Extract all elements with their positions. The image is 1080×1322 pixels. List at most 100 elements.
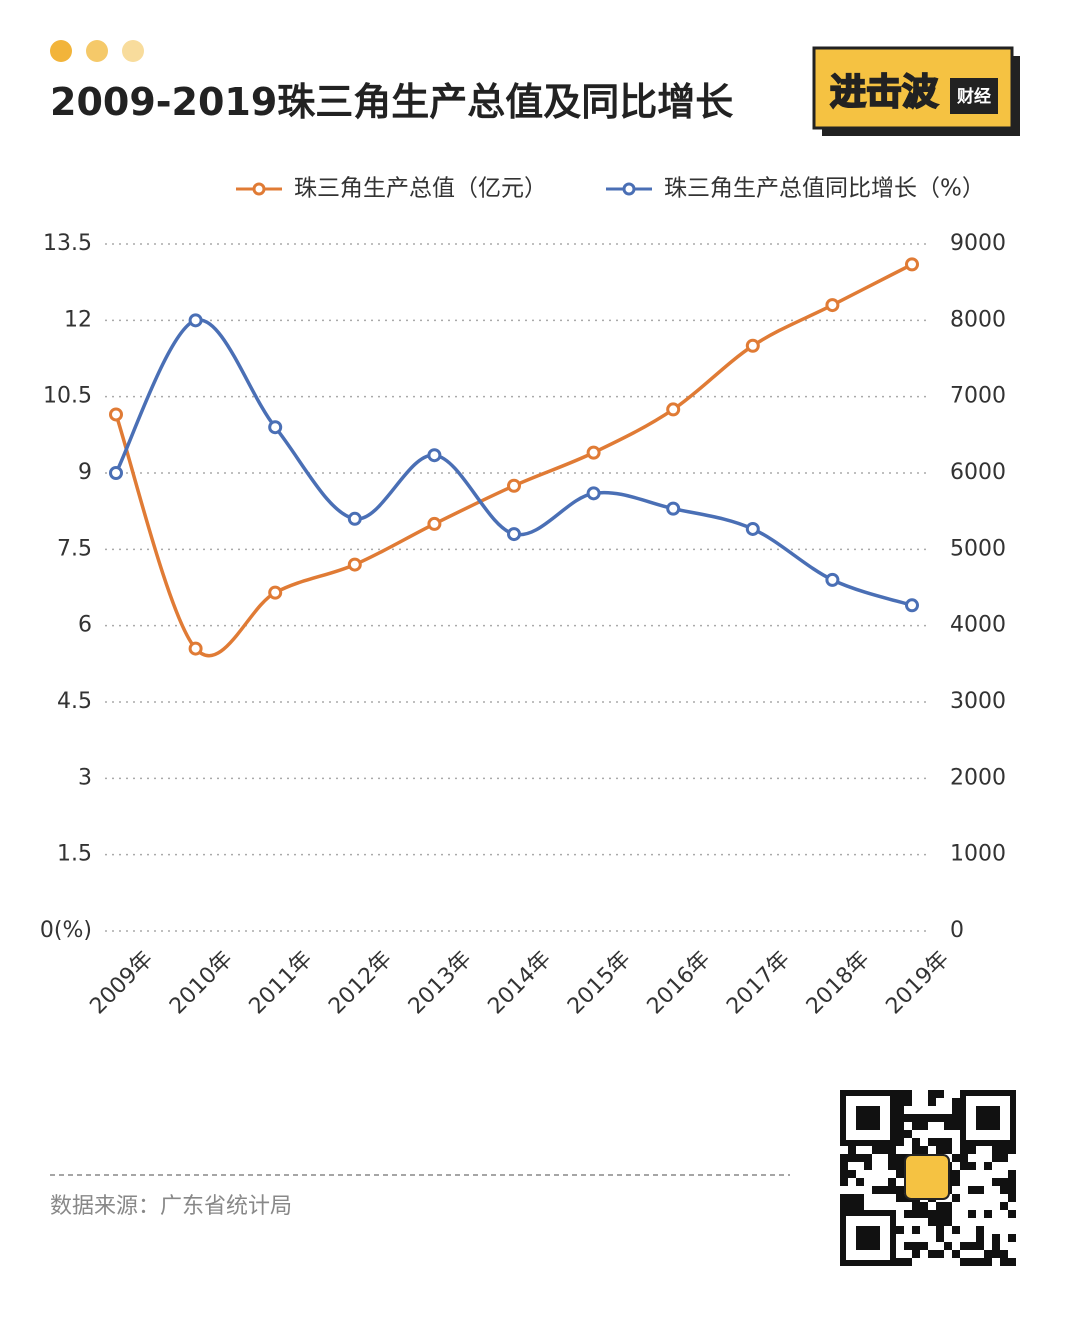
- qr-cell: [840, 1170, 848, 1178]
- qr-cell: [912, 1242, 920, 1250]
- x-tick-label: 2019年: [881, 947, 954, 1020]
- qr-cell: [992, 1242, 1000, 1250]
- qr-cell: [888, 1146, 896, 1154]
- qr-cell: [880, 1146, 888, 1154]
- qr-cell: [968, 1242, 976, 1250]
- legend-label: 珠三角生产总值同比增长（%）: [664, 176, 985, 202]
- qr-code: [838, 1088, 1016, 1266]
- qr-cell: [872, 1146, 880, 1154]
- legend-label: 珠三角生产总值（亿元）: [294, 176, 547, 202]
- qr-cell: [920, 1202, 928, 1210]
- x-tick-label: 2013年: [404, 947, 477, 1020]
- qr-cell: [936, 1138, 944, 1146]
- x-tick-label: 2012年: [324, 947, 397, 1020]
- qr-cell: [968, 1162, 976, 1170]
- point: [427, 516, 442, 531]
- qr-cell: [888, 1162, 896, 1170]
- qr-cell: [840, 1194, 848, 1202]
- point: [507, 527, 521, 542]
- qr-cell: [960, 1162, 968, 1170]
- qr-cell: [976, 1242, 984, 1250]
- qr-finder: [840, 1210, 896, 1266]
- qr-cell: [936, 1146, 944, 1154]
- qr-cell: [944, 1242, 952, 1250]
- qr-cell: [976, 1258, 984, 1266]
- qr-cell: [928, 1114, 936, 1122]
- qr-cell: [880, 1186, 888, 1194]
- qr-cell: [840, 1202, 848, 1210]
- qr-cell: [928, 1090, 936, 1098]
- qr-cell: [936, 1202, 944, 1210]
- y2-tick-label: 5000: [950, 536, 1006, 561]
- qr-cell: [864, 1154, 872, 1162]
- legend-marker: [622, 182, 636, 196]
- point: [347, 557, 362, 572]
- qr-cell: [944, 1210, 952, 1218]
- qr-cell: [912, 1210, 920, 1218]
- qr-cell: [896, 1122, 904, 1130]
- qr-cell: [968, 1258, 976, 1266]
- point: [268, 420, 283, 435]
- qr-cell: [992, 1178, 1000, 1186]
- qr-cell: [1000, 1154, 1008, 1162]
- qr-cell: [944, 1218, 952, 1226]
- qr-cell: [888, 1186, 896, 1194]
- qr-cell: [992, 1234, 1000, 1242]
- qr-cell: [960, 1154, 968, 1162]
- x-tick-label: 2016年: [643, 947, 716, 1020]
- qr-cell: [984, 1258, 992, 1266]
- x-tick-label: 2014年: [483, 947, 556, 1020]
- dot: [50, 40, 72, 62]
- qr-cell: [904, 1242, 912, 1250]
- y2-tick-label: 9000: [950, 231, 1006, 256]
- qr-cell: [952, 1178, 960, 1186]
- qr-cell: [896, 1226, 904, 1234]
- qr-cell: [928, 1138, 936, 1146]
- qr-cell: [928, 1210, 936, 1218]
- qr-cell: [848, 1146, 856, 1154]
- x-tick-label: 2015年: [563, 947, 636, 1020]
- qr-cell: [944, 1122, 952, 1130]
- y-tick-label: 6: [78, 613, 92, 638]
- x-tick-label: 2018年: [802, 947, 875, 1020]
- qr-cell: [1008, 1178, 1016, 1186]
- qr-cell: [896, 1114, 904, 1122]
- qr-cell: [848, 1202, 856, 1210]
- qr-cell: [896, 1106, 904, 1114]
- y2-tick-label: 7000: [950, 384, 1006, 409]
- qr-cell: [912, 1202, 920, 1210]
- qr-cell: [1008, 1258, 1016, 1266]
- dot: [86, 40, 108, 62]
- dot: [122, 40, 144, 62]
- point: [188, 313, 203, 328]
- point: [825, 572, 840, 587]
- qr-cell: [904, 1210, 912, 1218]
- qr-cell: [952, 1098, 960, 1106]
- y-tick-label: 13.5: [43, 231, 92, 256]
- qr-cell: [952, 1114, 960, 1122]
- y-tick-label: 0(%): [40, 918, 92, 943]
- qr-cell: [984, 1250, 992, 1258]
- qr-cell: [992, 1250, 1000, 1258]
- qr-cell: [896, 1098, 904, 1106]
- x-tick-label: 2011年: [245, 947, 318, 1020]
- qr-cell: [1008, 1186, 1016, 1194]
- qr-cell: [856, 1194, 864, 1202]
- qr-cell: [896, 1258, 904, 1266]
- qr-cell: [936, 1210, 944, 1218]
- point: [188, 641, 203, 656]
- series-line: [114, 318, 913, 607]
- logo-sub: 财经: [956, 86, 991, 107]
- qr-cell: [840, 1154, 848, 1162]
- qr-cell: [952, 1170, 960, 1178]
- qr-cell: [896, 1170, 904, 1178]
- qr-finder: [856, 1226, 880, 1250]
- qr-cell: [968, 1146, 976, 1154]
- point: [666, 501, 681, 516]
- logo: 进击波 财经: [812, 46, 1020, 136]
- qr-cell: [976, 1186, 984, 1194]
- qr-finder: [840, 1090, 896, 1146]
- qr-cell: [920, 1210, 928, 1218]
- x-tick-label: 2009年: [85, 947, 158, 1020]
